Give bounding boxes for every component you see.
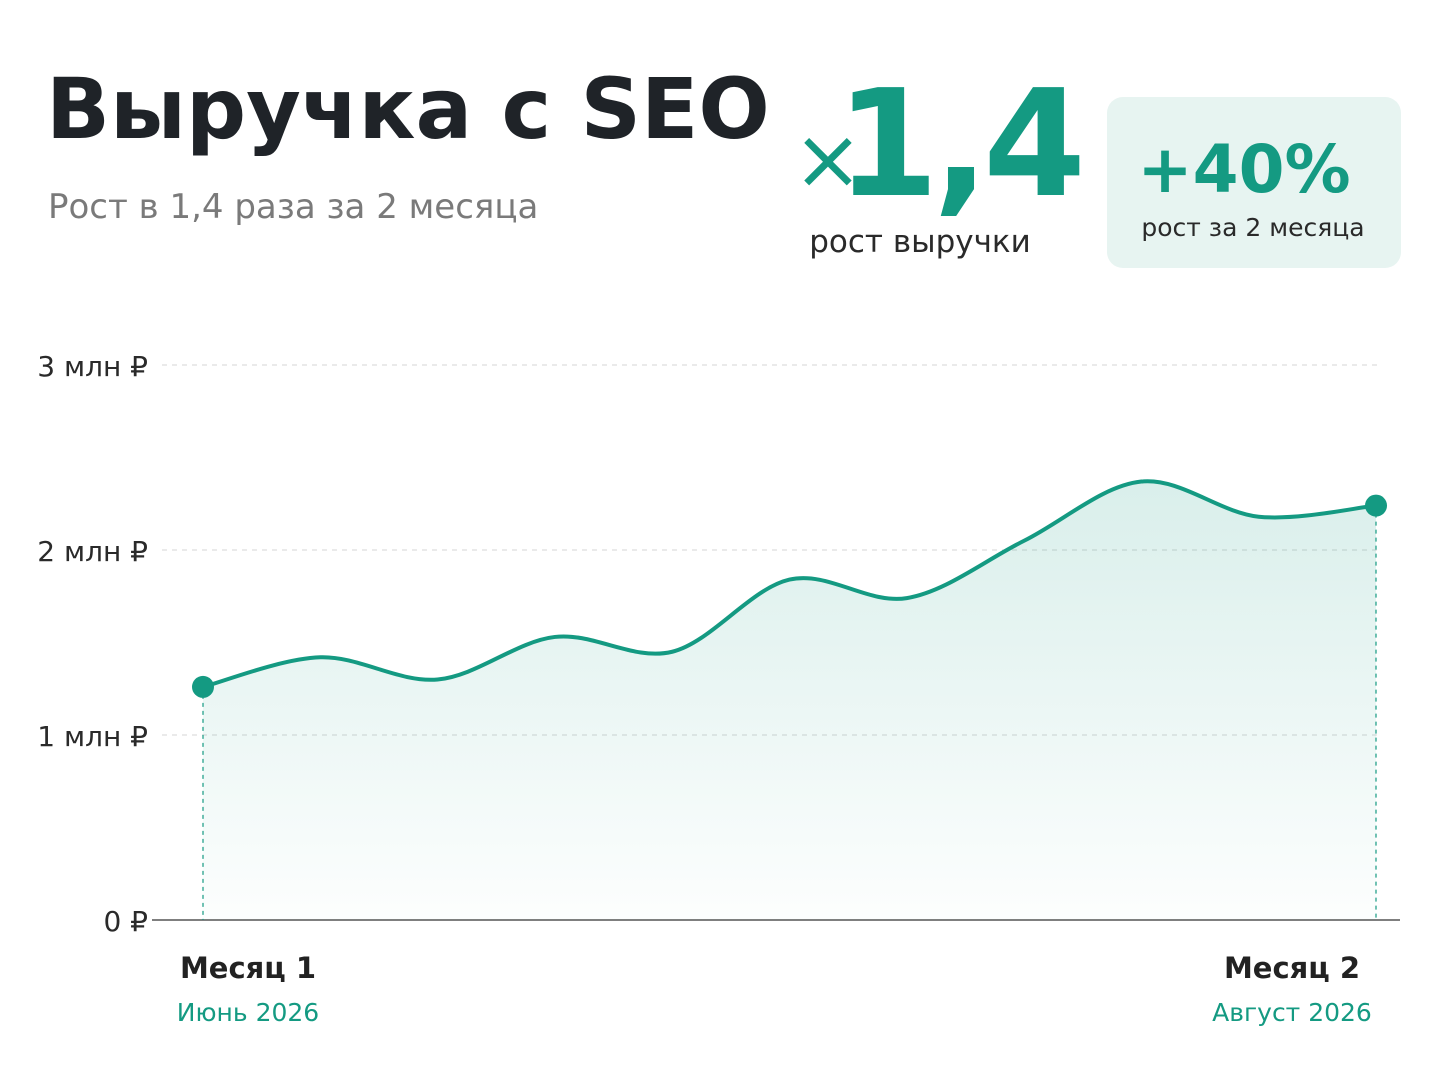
y-tick-label: 2 млн ₽ [37,535,148,568]
chart-title: Выручка с SEO [46,60,770,158]
area [203,481,1376,920]
y-tick-label: 0 ₽ [103,905,148,938]
y-tick-label: 1 млн ₽ [37,720,148,753]
point [1365,494,1387,517]
kpi-value: 1,4 [836,58,1080,230]
x-sublabel: Август 2026 [1212,998,1372,1027]
x-tick-label: Месяц 1 [180,951,316,985]
line [201,479,1378,689]
point [192,675,214,698]
chart-subtitle: Рост в 1,4 раза за 2 месяца [48,187,538,227]
growth-value: +40% [1137,131,1350,208]
x-tick-label: Месяц 2 [1224,951,1360,985]
kpi-caption: рост выручки [809,224,1031,260]
x-sublabel: Июнь 2026 [177,998,319,1027]
kpi-sign: × [793,110,863,208]
y-tick-label: 3 млн ₽ [37,350,148,383]
growth-caption: рост за 2 месяца [1141,213,1364,242]
kpi-box [1107,97,1401,268]
